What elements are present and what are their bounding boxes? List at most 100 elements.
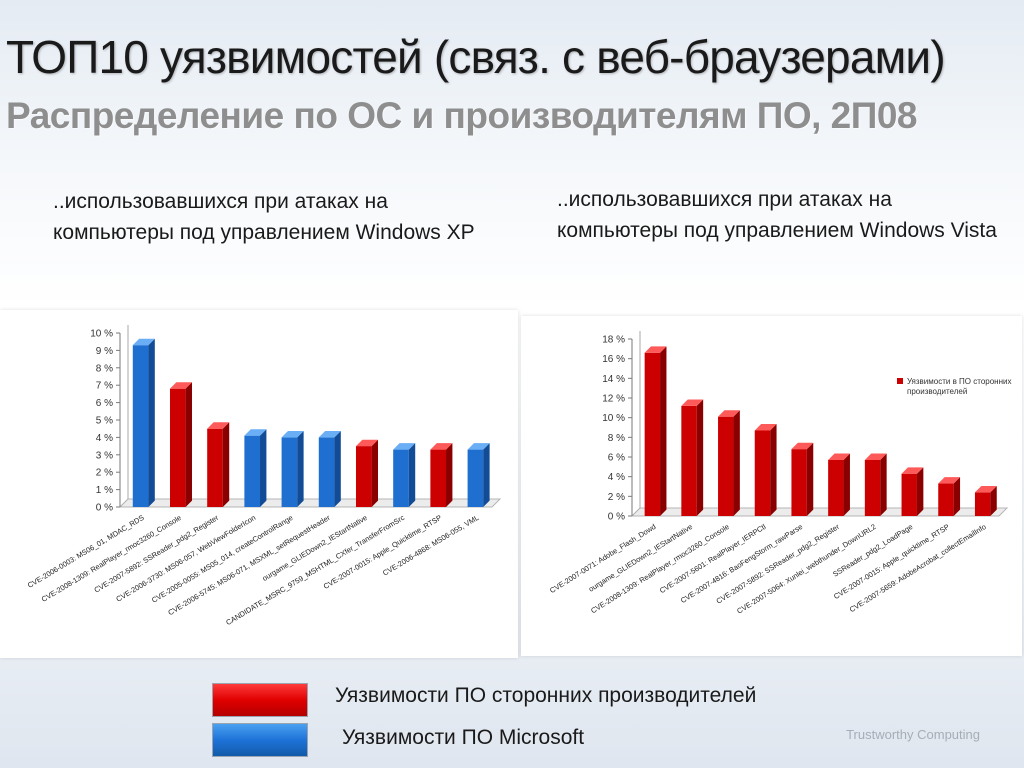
- bar-top: [938, 477, 961, 484]
- bar-top: [974, 486, 997, 493]
- bar-top: [430, 443, 453, 450]
- bar-front: [467, 449, 484, 507]
- y-tick-label: 4 %: [96, 433, 113, 444]
- legend-swatch-microsoft: [212, 723, 308, 757]
- bar-front: [393, 449, 409, 507]
- bar-5: [281, 431, 304, 507]
- bar-6: [828, 453, 850, 516]
- bar-10: [974, 486, 997, 516]
- chart-panel-windows-vista: 0 % 2 % 4 % 6 % 8 % 10 % 12 % 14 % 16 % 18 % CVE-2…: [521, 316, 1022, 656]
- bar-side: [483, 443, 490, 507]
- y-tick-label: 6 %: [608, 453, 625, 464]
- bar-side: [371, 439, 379, 507]
- caption-windows-vista: ..использовавшихся при атаках на компьют…: [557, 188, 997, 242]
- y-tick-label: 2 %: [608, 492, 625, 503]
- bar-side: [297, 431, 304, 507]
- bar-top: [281, 431, 304, 438]
- y-tick-label: 2 %: [96, 468, 113, 479]
- bar-1: [132, 338, 155, 507]
- bar-front: [207, 428, 223, 507]
- chart-windows-xp: 0 % 1 % 2 % 3 % 4 % 5 % 6 % 7 % 8 % 9 % 10 % CVE-20…: [26, 325, 502, 627]
- bar-side: [770, 424, 777, 516]
- bar-4: [754, 424, 777, 516]
- bar-5: [791, 442, 814, 516]
- bar-4: [244, 429, 267, 507]
- chart-legend-swatch: [897, 378, 903, 384]
- bar-front: [938, 483, 954, 516]
- y-tick-label: 12 %: [602, 394, 625, 405]
- bar-side: [843, 453, 850, 516]
- bar-9: [938, 477, 961, 516]
- y-tick-label: 1 %: [96, 485, 113, 496]
- chart-panel-windows-xp: 0 % 1 % 2 % 3 % 4 % 5 % 6 % 7 % 8 % 9 % 10 % CVE-20…: [0, 310, 518, 658]
- legend-swatch-third-party: [212, 683, 308, 717]
- bar-front: [644, 352, 661, 516]
- bar-7: [355, 439, 379, 507]
- bar-front: [132, 345, 149, 507]
- bar-9: [430, 443, 453, 507]
- bar-front: [864, 459, 881, 516]
- y-tick-label: 9 %: [96, 346, 113, 357]
- bar-front: [169, 388, 186, 507]
- bar-1: [644, 346, 667, 516]
- y-tick-label: 16 %: [602, 354, 625, 365]
- bar-side: [408, 443, 416, 507]
- bar-side: [660, 346, 667, 516]
- legend-label-microsoft: Уязвимости ПО Microsoft: [342, 726, 585, 749]
- legend-label-third-party: Уязвимости ПО сторонних производителей: [335, 684, 757, 707]
- y-tick-label: 4 %: [608, 472, 625, 483]
- caption-windows-xp: ..использовавшихся при атаках на компьют…: [53, 190, 475, 244]
- bar-front: [355, 446, 372, 507]
- y-tick-label: 3 %: [96, 450, 113, 461]
- bar-side: [222, 422, 230, 507]
- bar-top: [828, 453, 850, 460]
- bar-top: [393, 443, 416, 450]
- bar-front: [430, 449, 447, 507]
- y-tick-label: 0 %: [96, 503, 113, 514]
- bar-top: [754, 424, 777, 431]
- y-tick-label: 0 %: [608, 512, 625, 523]
- bar-7: [864, 453, 887, 516]
- bar-side: [953, 477, 961, 516]
- y-tick-label: 6 %: [96, 398, 113, 409]
- bar-front: [901, 473, 917, 516]
- bar-side: [990, 486, 997, 516]
- y-tick-label: 10 %: [602, 413, 625, 424]
- bar-front: [791, 449, 807, 516]
- bar-6: [318, 431, 341, 507]
- bar-10: [467, 443, 490, 507]
- x-category-label: CVE-2007-5659: AdobeAcrobat_collectEmail…: [848, 522, 988, 614]
- y-tick-label: 8 %: [96, 363, 113, 374]
- bar-side: [260, 429, 267, 507]
- bar-top: [355, 439, 379, 447]
- chart-legend-label: Уязвимости в ПО сторонних производителей: [907, 377, 1011, 396]
- chart-back-wall: [631, 331, 641, 517]
- bar-side: [806, 442, 814, 516]
- y-tick-label: 18 %: [602, 335, 625, 346]
- bar-side: [446, 443, 453, 507]
- bar-8: [393, 443, 416, 507]
- bar-side: [916, 467, 924, 516]
- bar-3: [207, 422, 230, 507]
- bar-top: [132, 338, 155, 346]
- bar-side: [733, 410, 740, 516]
- bar-front: [281, 437, 298, 507]
- bar-top: [207, 422, 230, 429]
- chart-legend: Уязвимости в ПО сторонних производителей: [897, 377, 1011, 396]
- bar-side: [334, 431, 341, 507]
- bar-2: [681, 399, 704, 516]
- chart-back-wall: [119, 325, 129, 508]
- bar-side: [880, 453, 887, 516]
- y-tick-label: 8 %: [608, 433, 625, 444]
- bar-top: [681, 399, 704, 406]
- bar-front: [244, 435, 261, 507]
- bar-front: [754, 430, 771, 516]
- bar-top: [169, 382, 193, 389]
- bar-top: [864, 453, 887, 460]
- bar-side: [148, 338, 155, 507]
- bar-top: [791, 442, 814, 450]
- y-tick-label: 5 %: [96, 416, 113, 427]
- footer-brand: Trustworthy Computing: [846, 727, 980, 742]
- bar-top: [718, 410, 740, 417]
- bar-8: [901, 467, 924, 516]
